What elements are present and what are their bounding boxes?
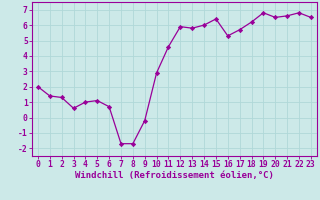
X-axis label: Windchill (Refroidissement éolien,°C): Windchill (Refroidissement éolien,°C) (75, 171, 274, 180)
